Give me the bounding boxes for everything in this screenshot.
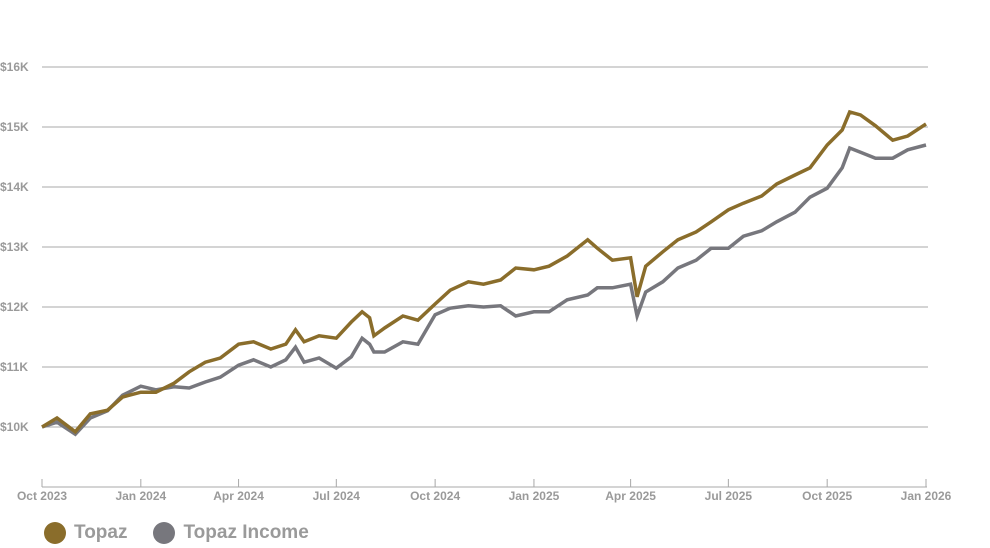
- series-lines: [41, 109, 927, 437]
- series-color-dot: [44, 522, 66, 544]
- x-tick-label: Jan 2026: [901, 489, 952, 503]
- y-tick-label: $16K: [0, 60, 29, 74]
- x-tick-label: Oct 2023: [17, 489, 67, 503]
- series-color-dot: [153, 522, 176, 544]
- x-axis: Oct 2023 Jan 2024 Apr 2024 Jul 2024 Oct 2024…: [17, 479, 952, 503]
- series-line-topaz: [41, 109, 927, 435]
- legend-item-topaz[interactable]: Topaz: [44, 522, 127, 544]
- y-tick-label: $12K: [0, 300, 29, 314]
- y-tick-label: $11K: [0, 360, 28, 374]
- x-tick-label: Jan 2025: [509, 489, 560, 503]
- legend-label: Topaz: [74, 522, 128, 543]
- y-tick-label: $14K: [0, 180, 29, 194]
- legend-item-topaz-income[interactable]: Topaz Income: [153, 522, 309, 544]
- x-tick-label: Apr 2024: [213, 489, 264, 503]
- x-tick-label: Oct 2025: [802, 489, 852, 503]
- y-tick-label: $15K: [0, 120, 29, 134]
- x-tick-label: Jul 2024: [313, 489, 361, 503]
- y-tick-label: $10K: [0, 420, 29, 434]
- y-axis: $10K $11K $12K $13K $14K $15K $16K: [0, 60, 29, 434]
- x-tick-label: Apr 2025: [605, 489, 656, 503]
- legend-label: Topaz Income: [183, 522, 309, 543]
- series-line-topaz-income: [41, 143, 927, 437]
- x-tick-label: Jul 2025: [705, 489, 753, 503]
- x-tick-label: Jan 2024: [115, 489, 166, 503]
- y-tick-label: $13K: [0, 240, 29, 254]
- legend: Topaz Topaz Income: [44, 522, 309, 544]
- x-tick-label: Oct 2024: [410, 489, 460, 503]
- gridlines: [42, 66, 928, 428]
